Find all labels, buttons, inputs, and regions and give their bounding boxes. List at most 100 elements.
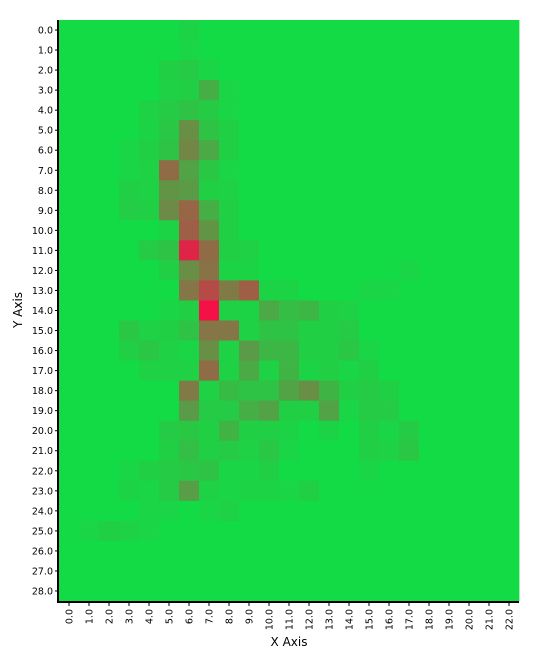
heatmap-cell	[499, 80, 520, 101]
heatmap-cell	[399, 280, 420, 301]
heatmap-cell	[359, 80, 380, 101]
heatmap-cell	[419, 160, 440, 181]
heatmap-cell	[279, 220, 300, 241]
heatmap-cell	[259, 580, 280, 602]
x-tick-label: 10.0	[265, 609, 276, 630]
heatmap-cell	[159, 440, 180, 462]
x-tick-label: 8.0	[225, 609, 236, 624]
heatmap-cell	[139, 400, 160, 422]
heatmap-cell	[259, 40, 280, 61]
heatmap-cell	[479, 300, 500, 321]
heatmap-cell	[59, 420, 80, 442]
heatmap-cell	[219, 300, 240, 321]
heatmap-cell	[219, 360, 240, 382]
heatmap-cell	[279, 480, 300, 502]
y-tick-label: 0.0	[38, 26, 53, 37]
heatmap-cell	[179, 140, 200, 161]
heatmap-cell	[439, 320, 460, 341]
heatmap-cell	[399, 80, 420, 101]
heatmap-cell	[179, 400, 200, 422]
heatmap-cell	[59, 520, 80, 542]
heatmap-cell	[299, 120, 320, 141]
heatmap-cell	[239, 480, 260, 502]
heatmap-cell	[439, 480, 460, 502]
heatmap-cell	[259, 80, 280, 101]
heatmap-cell	[499, 560, 520, 582]
heatmap-cell	[379, 500, 400, 522]
heatmap-cell	[119, 460, 140, 482]
heatmap-cell	[439, 440, 460, 462]
heatmap-cell	[79, 380, 100, 402]
heatmap-cell	[479, 420, 500, 442]
heatmap-cell	[239, 160, 260, 181]
x-tick-label: 12.0	[305, 609, 316, 630]
heatmap-cell	[499, 520, 520, 542]
x-tick-label: 9.0	[245, 609, 256, 624]
heatmap-cell	[419, 320, 440, 341]
heatmap-cell	[119, 300, 140, 321]
heatmap-cell	[399, 140, 420, 161]
heatmap-cell	[379, 420, 400, 442]
heatmap-cell	[499, 540, 520, 562]
heatmap-cell	[379, 360, 400, 382]
heatmap-cell	[439, 40, 460, 61]
heatmap-cell	[359, 520, 380, 542]
heatmap-cell	[239, 40, 260, 61]
heatmap-cell	[119, 40, 140, 61]
heatmap-cell	[439, 460, 460, 482]
heatmap-cell	[159, 180, 180, 201]
y-tick-label: 16.0	[32, 346, 53, 357]
heatmap-cell	[219, 540, 240, 562]
heatmap-cell	[99, 560, 120, 582]
heatmap-cell	[319, 420, 340, 442]
heatmap-cell	[499, 60, 520, 81]
y-tick-label: 14.0	[32, 306, 53, 317]
heatmap-cell	[319, 580, 340, 602]
heatmap-cell	[259, 540, 280, 562]
heatmap-cell	[319, 40, 340, 61]
heatmap-cell	[139, 80, 160, 101]
heatmap-cell	[419, 60, 440, 81]
heatmap-cell	[179, 320, 200, 341]
heatmap-cell	[439, 300, 460, 321]
heatmap-cell	[239, 420, 260, 442]
heatmap-cell	[199, 440, 220, 462]
x-tick-label: 20.0	[465, 609, 476, 630]
y-tick-label: 7.0	[38, 166, 53, 177]
heatmap-cell	[359, 320, 380, 341]
heatmap-cell	[319, 120, 340, 141]
heatmap-cell	[259, 20, 280, 41]
heatmap-cells	[59, 20, 520, 602]
heatmap-cell	[159, 200, 180, 221]
heatmap-cell	[119, 260, 140, 281]
heatmap-cell	[339, 380, 360, 402]
heatmap-cell	[79, 360, 100, 382]
heatmap-cell	[119, 500, 140, 522]
y-tick-label: 12.0	[32, 266, 53, 277]
heatmap-cell	[139, 260, 160, 281]
heatmap-cell	[279, 300, 300, 321]
heatmap-cell	[359, 240, 380, 261]
heatmap-cell	[219, 260, 240, 281]
heatmap-cell	[239, 500, 260, 522]
heatmap-cell	[279, 580, 300, 602]
heatmap-cell	[199, 200, 220, 221]
heatmap-cell	[79, 540, 100, 562]
heatmap-cell	[319, 320, 340, 341]
heatmap-cell	[359, 60, 380, 81]
heatmap-cell	[459, 20, 480, 41]
heatmap-cell	[499, 480, 520, 502]
heatmap-cell	[59, 180, 80, 201]
heatmap-cell	[459, 520, 480, 542]
heatmap-cell	[139, 480, 160, 502]
heatmap-cell	[479, 60, 500, 81]
heatmap-cell	[299, 480, 320, 502]
heatmap-cell	[259, 360, 280, 382]
heatmap-cell	[479, 280, 500, 301]
heatmap-cell	[479, 400, 500, 422]
heatmap-cell	[199, 300, 220, 321]
heatmap-cell	[459, 360, 480, 382]
heatmap-cell	[379, 240, 400, 261]
heatmap-cell	[499, 100, 520, 121]
heatmap-cell	[79, 440, 100, 462]
